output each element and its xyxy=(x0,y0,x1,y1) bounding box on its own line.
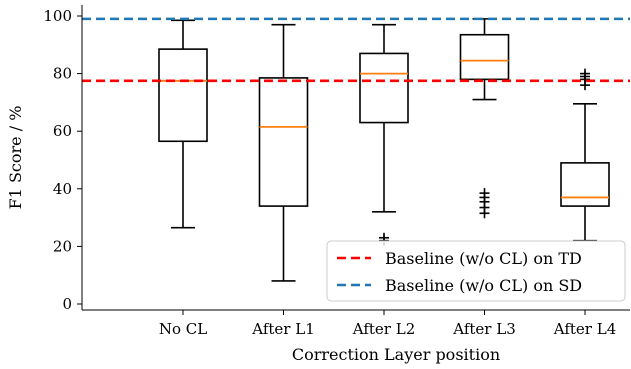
y-tick-label: 0 xyxy=(62,295,72,313)
box-after-l4 xyxy=(560,68,610,242)
y-tick-label: 40 xyxy=(53,180,72,198)
x-tick-label: After L1 xyxy=(251,320,314,338)
y-tick-label: 80 xyxy=(53,65,72,83)
box-after-l3 xyxy=(459,18,510,219)
y-axis: 0 20 40 60 80 100 xyxy=(43,5,83,313)
box-iqr xyxy=(459,33,510,81)
x-axis-label: Correction Layer position xyxy=(292,345,500,364)
box-iqr xyxy=(158,48,208,143)
box-no-cl xyxy=(158,19,208,229)
x-tick-label: After L4 xyxy=(553,320,616,338)
box-after-l1 xyxy=(258,23,309,282)
box-iqr xyxy=(560,162,610,207)
legend-label: Baseline (w/o CL) on TD xyxy=(385,249,582,268)
legend-box xyxy=(326,240,626,302)
x-tick-label: No CL xyxy=(159,320,207,338)
y-tick-label: 20 xyxy=(53,237,72,255)
box-iqr xyxy=(359,52,409,124)
x-tick-label: After L3 xyxy=(452,320,515,338)
legend-label: Baseline (w/o CL) on SD xyxy=(385,276,582,295)
box-iqr xyxy=(258,77,309,207)
y-tick-label: 60 xyxy=(53,122,72,140)
x-tick-label: After L2 xyxy=(352,320,415,338)
x-axis: No CL After L1 After L2 After L3 After L4 xyxy=(82,309,630,338)
legend: Baseline (w/o CL) on TD Baseline (w/o CL)… xyxy=(326,240,626,302)
y-tick-label: 100 xyxy=(43,7,72,25)
y-axis-label: F1 Score / % xyxy=(6,106,25,210)
box-after-l2 xyxy=(359,23,409,246)
